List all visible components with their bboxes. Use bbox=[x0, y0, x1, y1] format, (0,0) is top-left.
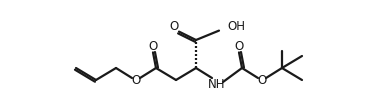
Text: NH: NH bbox=[208, 78, 226, 91]
Text: O: O bbox=[234, 40, 244, 53]
Text: OH: OH bbox=[227, 20, 245, 33]
Text: O: O bbox=[170, 20, 178, 33]
Text: O: O bbox=[132, 74, 140, 87]
Text: O: O bbox=[257, 74, 267, 87]
Text: O: O bbox=[148, 40, 158, 53]
